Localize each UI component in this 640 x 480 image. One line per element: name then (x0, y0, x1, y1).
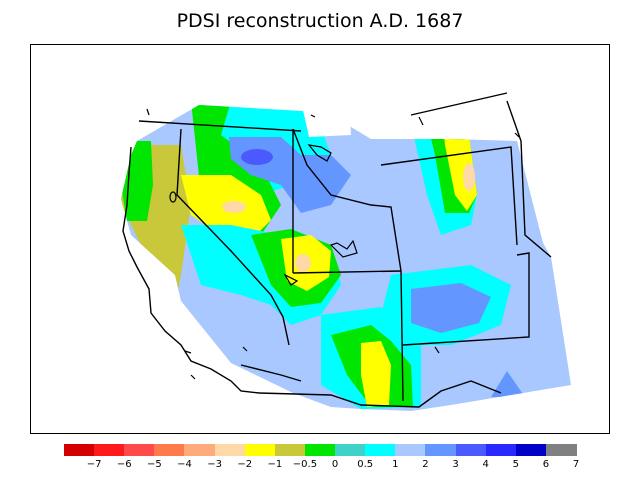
dot-7 (190, 374, 196, 380)
lake-east (283, 273, 299, 286)
ne-border (506, 100, 552, 258)
colorbar-swatch (274, 444, 306, 456)
colorbar-swatch (515, 444, 547, 456)
colorbar-swatch (64, 444, 95, 456)
colorbar-tick-label: −2 (237, 459, 253, 470)
colorbar-legend: −7 −6 −5 −4 −3 −2 −1 −0.5 0 0.5 1 2 3 4 5 6 7 (0, 444, 640, 480)
colorbar-tick-label: −4 (177, 459, 192, 470)
colorbar-tick-label: 3 (452, 459, 459, 470)
pdsi-peach-spot-1 (222, 201, 246, 213)
state-boundaries (122, 92, 552, 408)
pdsi-wet-east (411, 283, 491, 333)
sw-interior (240, 364, 302, 382)
map-panel (30, 44, 610, 434)
colorbar-tick-label: 1 (392, 459, 399, 470)
white-notch-north (301, 101, 351, 137)
colorbar-swatch (244, 444, 276, 456)
colorbar-swatch (545, 444, 577, 456)
colorbar-tick-label: −3 (207, 459, 222, 470)
or-border (138, 120, 302, 132)
pdsi-peach-spot-3 (463, 163, 475, 191)
az-nm-border (400, 270, 404, 402)
dot-1 (146, 108, 150, 116)
coastline (122, 146, 260, 394)
dot-5 (434, 346, 440, 354)
colorbar-tick-label: −0.5 (292, 459, 318, 470)
colorbar-tick-label: −5 (146, 459, 162, 470)
colorbar-tick-label: 6 (542, 459, 550, 470)
pdsi-yellow-south (361, 341, 391, 407)
colorbar-tick-label: −7 (86, 459, 102, 470)
colorbar-swatch (365, 444, 397, 456)
map-title: PDSI reconstruction A.D. 1687 (176, 10, 464, 32)
lake-north (307, 144, 332, 162)
id-mt-border (292, 128, 402, 272)
lakes (146, 108, 520, 380)
lake-tahoe (169, 191, 177, 203)
mexico-border (258, 380, 502, 408)
colorbar-tick-label: 0.5 (357, 459, 374, 470)
colorbar-tick-label: −6 (116, 459, 132, 470)
co-border (380, 146, 518, 246)
pdsi-wet-southeast (491, 371, 525, 397)
dot-2 (310, 114, 316, 118)
colorbar-tick-label: 4 (482, 459, 489, 470)
pdsi-contours (121, 105, 571, 411)
colorbar-tick-label: 5 (512, 459, 519, 470)
colorbar-tick-label: −1 (267, 459, 283, 470)
colorbar-swatch (304, 444, 336, 456)
colorbar-swatch (485, 444, 517, 456)
colorbar-swatch (455, 444, 487, 456)
colorbar-swatch (335, 444, 367, 456)
pdsi-wet-core-north (241, 149, 273, 165)
nm-tx-border (402, 252, 530, 346)
ca-nv-border (176, 128, 290, 346)
colorbar-swatch (395, 444, 427, 456)
colorbar-swatch (184, 444, 216, 456)
pdsi-map (121, 92, 571, 411)
ut-az-border (292, 270, 402, 274)
dot-6 (184, 350, 192, 354)
colorbar-tick-label: 7 (572, 459, 580, 470)
colorbar-swatch (154, 444, 186, 456)
dot-3 (418, 116, 424, 126)
colorbar-swatch (425, 444, 457, 456)
dot-4 (514, 132, 520, 138)
colorbar-swatch (124, 444, 156, 456)
pdsi-peach-spot-2 (295, 254, 311, 272)
colorbar-tick-label: 0 (331, 459, 339, 470)
great-salt-lake (329, 239, 358, 258)
wy-border (410, 92, 508, 116)
colorbar-swatch (94, 444, 126, 456)
colorbar-swatch (214, 444, 246, 456)
dot-8 (242, 346, 248, 352)
colorbar-tick-label: 2 (422, 459, 429, 470)
